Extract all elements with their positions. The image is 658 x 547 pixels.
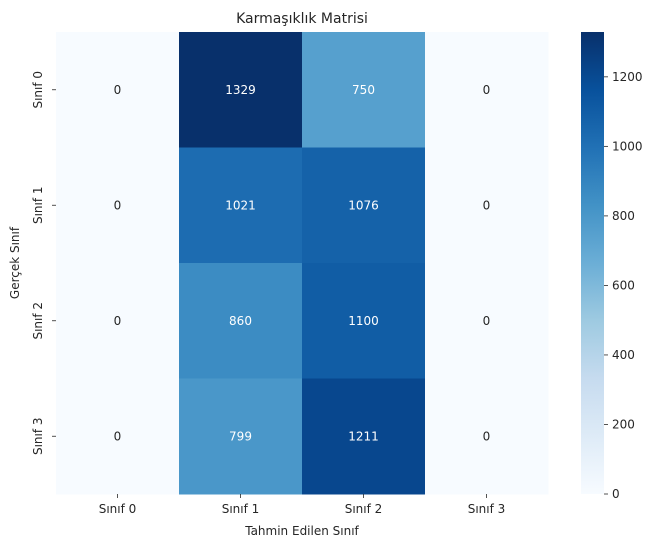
heatmap-cell bbox=[425, 147, 549, 264]
cell-value-label: 0 bbox=[483, 314, 491, 328]
cell-value-label: 0 bbox=[483, 83, 491, 97]
heatmap-cell bbox=[56, 32, 180, 148]
colorbar-tick-label: 0 bbox=[612, 487, 620, 501]
chart-title: Karmaşıklık Matrisi bbox=[236, 11, 368, 27]
colorbar-gradient bbox=[581, 32, 604, 494]
colorbar: 0 200 400 600 800 1000 1200 bbox=[581, 32, 643, 501]
heatmap-cell bbox=[56, 147, 180, 264]
colorbar-tick-label: 1000 bbox=[612, 139, 643, 153]
cell-value-label: 1329 bbox=[225, 83, 256, 97]
heatmap-cell bbox=[56, 263, 180, 379]
x-axis-title: Tahmin Edilen Sınıf bbox=[244, 524, 359, 538]
x-axis: Sınıf 0 Sınıf 1 Sınıf 2 Sınıf 3 bbox=[99, 494, 506, 516]
cell-value-label: 0 bbox=[483, 198, 491, 212]
cell-value-label: 0 bbox=[483, 429, 491, 443]
cell-value-label: 0 bbox=[114, 429, 122, 443]
heatmap-cell bbox=[302, 263, 426, 379]
x-tick-label: Sınıf 0 bbox=[99, 502, 137, 516]
cell-value-label: 750 bbox=[352, 83, 375, 97]
cell-value-label: 799 bbox=[229, 429, 252, 443]
colorbar-ticks: 0 200 400 600 800 1000 1200 bbox=[604, 70, 643, 501]
colorbar-tick-label: 400 bbox=[612, 348, 635, 362]
x-tick-label: Sınıf 1 bbox=[222, 502, 260, 516]
heatmap-cells bbox=[56, 32, 549, 495]
cell-value-label: 0 bbox=[114, 198, 122, 212]
cell-value-label: 1021 bbox=[225, 198, 256, 212]
colorbar-tick-label: 200 bbox=[612, 417, 635, 431]
heatmap-cell bbox=[302, 147, 426, 264]
y-axis-title: Gerçek Sınıf bbox=[8, 226, 22, 299]
x-tick-label: Sınıf 3 bbox=[468, 502, 506, 516]
heatmap-cell bbox=[302, 32, 426, 148]
y-tick-label: Sınıf 2 bbox=[31, 302, 45, 340]
cell-value-label: 1211 bbox=[348, 429, 379, 443]
y-tick-label: Sınıf 3 bbox=[31, 417, 45, 455]
heatmap-cell bbox=[425, 32, 549, 148]
heatmap-cell-labels: 0 1329 750 0 0 1021 1076 0 0 860 1100 0 0 799 1211 0 bbox=[114, 83, 491, 444]
heatmap-cell bbox=[425, 263, 549, 379]
colorbar-tick-label: 600 bbox=[612, 278, 635, 292]
x-tick-label: Sınıf 2 bbox=[345, 502, 383, 516]
cell-value-label: 860 bbox=[229, 314, 252, 328]
cell-value-label: 0 bbox=[114, 314, 122, 328]
colorbar-tick-label: 800 bbox=[612, 209, 635, 223]
heatmap-cell bbox=[179, 263, 303, 379]
heatmap-cell bbox=[179, 147, 303, 264]
cell-value-label: 0 bbox=[114, 83, 122, 97]
cell-value-label: 1076 bbox=[348, 198, 379, 212]
heatmap-cell bbox=[56, 378, 180, 495]
heatmap-cell bbox=[179, 378, 303, 495]
y-tick-label: Sınıf 0 bbox=[31, 71, 45, 109]
heatmap-cell bbox=[425, 378, 549, 495]
heatmap-cell bbox=[179, 32, 303, 148]
cell-value-label: 1100 bbox=[348, 314, 379, 328]
y-axis: Sınıf 0 Sınıf 1 Sınıf 2 Sınıf 3 bbox=[31, 71, 56, 455]
y-tick-label: Sınıf 1 bbox=[31, 186, 45, 224]
heatmap-cell bbox=[302, 378, 426, 495]
colorbar-tick-label: 1200 bbox=[612, 70, 643, 84]
